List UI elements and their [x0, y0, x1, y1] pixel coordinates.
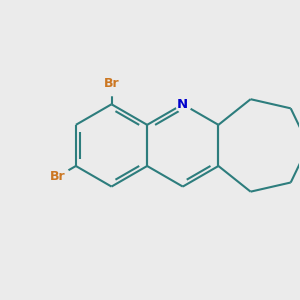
- Text: N: N: [177, 98, 188, 111]
- Text: Br: Br: [104, 77, 119, 90]
- Text: Br: Br: [50, 170, 66, 183]
